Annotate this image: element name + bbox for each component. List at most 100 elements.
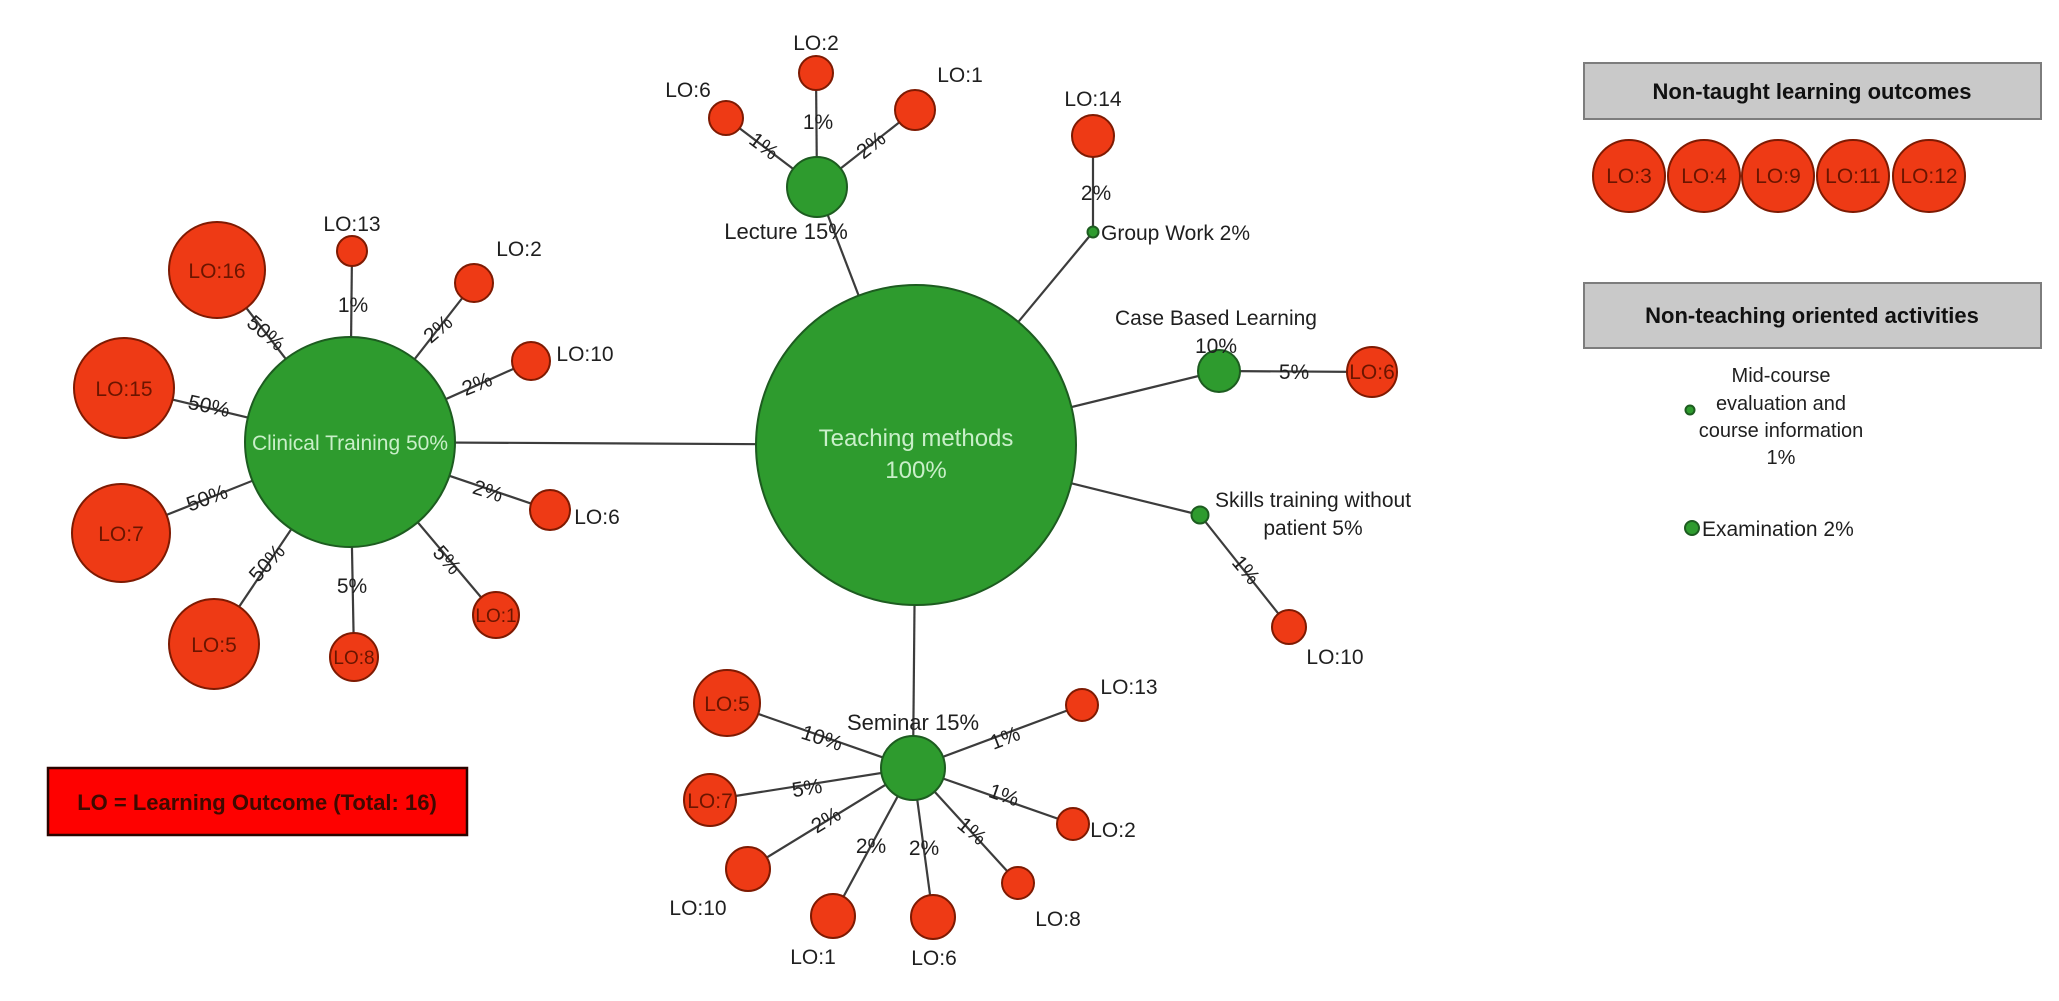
nontaught-lo3-node	[1592, 139, 1666, 213]
clinical-training-label: Clinical Training 50%	[252, 432, 448, 455]
lecture-node	[786, 156, 848, 218]
edge-weight: 2%	[909, 837, 939, 860]
lo-label: LO:8	[1035, 908, 1081, 931]
lo-label: LO:10	[556, 343, 613, 366]
lo-label: LO:12	[1900, 165, 1957, 188]
lo-label: LO:1	[937, 64, 983, 87]
teaching-methods-label: Teaching methods	[819, 425, 1014, 452]
lo-label: LO:2	[496, 238, 542, 261]
edge-weight: 1%	[803, 111, 833, 134]
non-taught-panel: Non-taught learning outcomes LO:3 LO:4 L…	[1583, 62, 2042, 213]
lo-label: LO:1	[475, 606, 516, 627]
edge-weight: 1%	[987, 722, 1024, 754]
lo-label: LO:4	[1681, 165, 1727, 188]
teaching-methods-node	[755, 284, 1077, 606]
mid-course-node	[1684, 404, 1696, 416]
clinical-lo2-node	[454, 263, 494, 303]
clinical-lo7-node	[71, 483, 171, 583]
clinical-lo1-node	[472, 591, 520, 639]
edge-weight: 50%	[186, 391, 232, 422]
legend: LO = Learning Outcome (Total: 16)	[46, 766, 469, 837]
nontaught-lo9-node	[1741, 139, 1815, 213]
edge-weight: 50%	[183, 480, 230, 516]
lecture-lo2-node	[798, 55, 834, 91]
mid-course-line2: evaluation and	[1716, 393, 1846, 415]
edge-weight: 10%	[798, 721, 845, 756]
lo-label: LO:6	[574, 506, 620, 529]
edge-weight: 2%	[419, 311, 457, 348]
group-work-label: Group Work 2%	[1101, 222, 1250, 245]
clinical-lo15-node	[73, 337, 175, 439]
mid-course-line1: Mid-course	[1732, 365, 1831, 387]
lo-label: LO:10	[669, 897, 726, 920]
legend-box	[46, 766, 469, 837]
lo-label: LO:13	[1100, 676, 1157, 699]
edge-weight: 5%	[337, 575, 367, 598]
edge-weight: 50%	[242, 311, 289, 356]
lo-label: LO:7	[687, 790, 733, 813]
non-taught-header-box	[1583, 62, 2042, 120]
lo-label: LO:6	[665, 79, 711, 102]
mid-course-line4: 1%	[1767, 447, 1796, 469]
clinical-training-node	[244, 336, 456, 548]
casebased-lo6-node	[1346, 346, 1398, 398]
non-taught-title: Non-taught learning outcomes	[1653, 79, 1972, 104]
groupwork-lo14-node	[1071, 114, 1115, 158]
lo-label: LO:1	[790, 946, 836, 969]
nontaught-lo11-node	[1816, 139, 1890, 213]
non-teaching-panel: Non-teaching oriented activities Mid-cou…	[1583, 282, 2042, 541]
clinical-lo16-node	[168, 221, 266, 319]
seminar-lo8-node	[1001, 866, 1035, 900]
lo-label: LO:2	[793, 32, 839, 55]
skills-node	[1190, 505, 1210, 525]
edge-weight: 50%	[245, 540, 290, 587]
clinical-lo5-node	[168, 598, 260, 690]
group-work-node	[1086, 225, 1100, 239]
edge-weight: 2%	[459, 368, 496, 401]
lo-label: LO:5	[704, 693, 750, 716]
case-based-percent: 10%	[1195, 335, 1237, 358]
seminar-lo1-node	[810, 893, 856, 939]
lo-label: LO:6	[911, 947, 957, 970]
edge-weight: 5%	[790, 775, 824, 802]
lo-label: LO:7	[98, 523, 144, 546]
non-teaching-title: Non-teaching oriented activities	[1645, 303, 1979, 328]
edge-weight: 2%	[1081, 182, 1111, 205]
lo-label: LO:14	[1064, 88, 1122, 111]
seminar-lo7-node	[683, 773, 737, 827]
edge-weight: 1%	[338, 294, 368, 317]
edge-weight: 2%	[856, 835, 886, 858]
edge-weight: 1%	[986, 780, 1022, 812]
skills-label-line2: patient 5%	[1263, 517, 1362, 540]
skills-lo10-node	[1271, 609, 1307, 645]
lo-label: LO:11	[1825, 165, 1881, 188]
nodes	[71, 55, 1398, 940]
teaching-methods-percent: 100%	[885, 457, 946, 484]
seminar-label: Seminar 15%	[847, 710, 979, 735]
seminar-lo10-node	[725, 846, 771, 892]
case-based-node	[1197, 349, 1241, 393]
edge-weight: 5%	[1279, 361, 1309, 384]
lecture-lo6-node	[708, 100, 744, 136]
clinical-lo8-node	[329, 632, 379, 682]
seminar-lo13-node	[1065, 688, 1099, 722]
edge-skills-lo10	[1199, 514, 1290, 628]
clinical-lo10-node	[511, 341, 551, 381]
non-teaching-header-box	[1583, 282, 2042, 349]
lecture-label: Lecture 15%	[724, 219, 848, 244]
mid-course-line3: course information	[1699, 420, 1864, 442]
lo-label: LO:10	[1306, 646, 1363, 669]
case-based-title: Case Based Learning	[1115, 307, 1317, 330]
lo-label: LO:8	[333, 648, 374, 669]
seminar-node	[880, 735, 946, 801]
lo-label: LO:2	[1090, 819, 1136, 842]
clinical-lo13-node	[336, 235, 368, 267]
seminar-lo5-node	[693, 669, 761, 737]
seminar-lo2-node	[1056, 807, 1090, 841]
clinical-lo6-node	[529, 489, 571, 531]
lecture-lo1-node	[894, 89, 936, 131]
lo-label: LO:3	[1606, 165, 1652, 188]
examination-node	[1684, 520, 1700, 536]
